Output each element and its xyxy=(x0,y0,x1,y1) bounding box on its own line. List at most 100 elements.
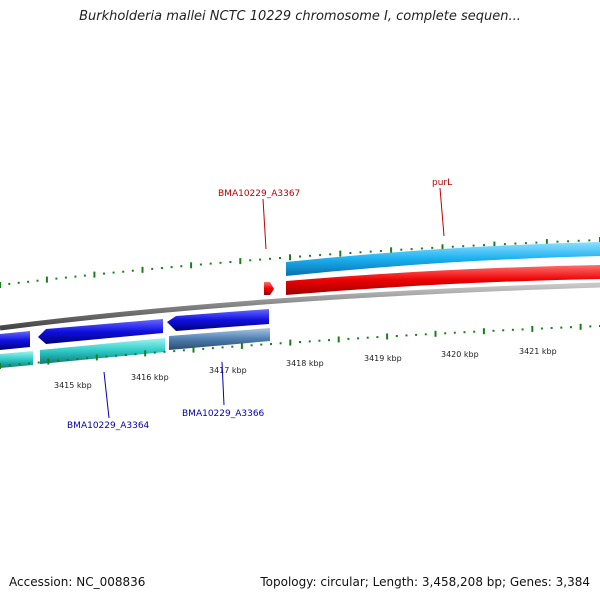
lower-tick-mark xyxy=(308,340,311,343)
lower-tick-mark xyxy=(28,362,30,365)
upper-tick-mark xyxy=(339,250,342,257)
reverse-gene-feature-2[interactable] xyxy=(40,338,165,364)
gene-label-a3364[interactable]: BMA10229_A3364 xyxy=(67,421,150,431)
lower-tick-mark xyxy=(502,329,505,332)
lower-tick-mark xyxy=(492,329,495,332)
scale-label: 3419 kbp xyxy=(364,354,402,363)
lower-tick-mark xyxy=(540,327,543,330)
scale-label: 3417 kbp xyxy=(209,366,247,375)
upper-tick-mark xyxy=(524,242,527,245)
reverse-cds-feature-3[interactable] xyxy=(167,309,269,331)
lower-tick-mark xyxy=(318,339,321,342)
upper-tick-mark xyxy=(93,271,96,278)
upper-tick-mark xyxy=(122,270,125,273)
reverse-cds-feature-1[interactable] xyxy=(0,331,30,350)
upper-tick-mark xyxy=(64,276,67,279)
a3367-feature-arrow[interactable] xyxy=(264,282,274,295)
lower-tick-mark xyxy=(299,341,301,343)
lower-tick-mark xyxy=(124,354,127,356)
scale-label: 3416 kbp xyxy=(131,373,169,382)
upper-tick-mark xyxy=(103,272,105,275)
upper-tick-mark xyxy=(170,266,173,269)
upper-tick-mark xyxy=(249,259,252,262)
upper-tick-mark xyxy=(279,257,281,259)
lower-tick-mark xyxy=(250,344,253,347)
forward-cds-feature[interactable] xyxy=(286,242,600,276)
reverse-gene-feature-3[interactable] xyxy=(169,328,270,350)
upper-tick-mark xyxy=(55,277,58,280)
lower-tick-mark xyxy=(531,325,534,332)
lower-tick-mark xyxy=(260,343,263,346)
lower-tick-mark xyxy=(463,331,466,334)
upper-tick-mark xyxy=(349,252,352,254)
purl-label-leader xyxy=(439,187,445,237)
upper-tick-mark xyxy=(180,265,183,268)
upper-tick-mark xyxy=(462,245,465,248)
lower-tick-mark xyxy=(182,349,185,352)
upper-tick-mark xyxy=(577,239,580,242)
a3364-label-leader xyxy=(103,371,110,419)
reverse-cds-feature-2[interactable] xyxy=(38,319,163,344)
forward-gene-feature[interactable] xyxy=(286,265,600,295)
lower-tick-mark xyxy=(115,354,118,357)
lower-tick-mark xyxy=(163,350,166,353)
lower-tick-mark xyxy=(8,364,11,367)
upper-tick-mark xyxy=(209,262,212,265)
lower-tick-ring xyxy=(0,323,600,369)
lower-tick-mark xyxy=(366,336,369,339)
lower-tick-mark xyxy=(270,343,272,345)
lower-tick-mark xyxy=(18,363,21,366)
lower-tick-mark xyxy=(444,332,447,335)
lower-tick-mark xyxy=(279,342,282,345)
reverse-gene-feature-1[interactable] xyxy=(0,351,33,368)
lower-tick-mark xyxy=(473,330,476,333)
lower-tick-mark xyxy=(570,326,572,329)
lower-tick-mark xyxy=(95,354,98,361)
lower-tick-mark xyxy=(579,323,582,330)
upper-tick-mark xyxy=(472,244,475,247)
lower-tick-mark xyxy=(376,336,379,339)
upper-tick-mark xyxy=(219,261,222,264)
a3366-label-leader xyxy=(221,361,225,406)
lower-tick-mark xyxy=(153,351,156,354)
upper-tick-mark xyxy=(190,262,193,269)
lower-tick-mark xyxy=(434,330,437,337)
upper-tick-mark xyxy=(289,254,291,261)
scale-label: 3415 kbp xyxy=(54,381,92,390)
upper-tick-mark xyxy=(17,281,20,284)
lower-tick-mark xyxy=(47,358,50,365)
upper-tick-mark xyxy=(451,245,454,248)
gene-label-a3366[interactable]: BMA10229_A3366 xyxy=(182,409,265,419)
lower-tick-mark xyxy=(37,361,40,364)
upper-tick-mark xyxy=(229,261,232,263)
upper-tick-mark xyxy=(299,255,301,258)
lower-tick-mark xyxy=(0,363,1,369)
lower-tick-mark xyxy=(386,333,389,340)
gene-label-purl[interactable]: purL xyxy=(432,178,452,188)
upper-tick-mark xyxy=(239,258,242,265)
upper-tick-mark xyxy=(567,240,570,243)
upper-tick-mark xyxy=(390,247,393,254)
gene-label-a3367[interactable]: BMA10229_A3367 xyxy=(218,189,300,199)
lower-tick-mark xyxy=(202,347,205,350)
lower-tick-mark xyxy=(105,355,108,358)
upper-tick-mark xyxy=(369,250,372,253)
upper-tick-mark xyxy=(8,282,11,285)
upper-tick-mark xyxy=(493,241,496,248)
upper-tick-mark xyxy=(441,244,444,251)
scale-labels: 3415 kbp 3416 kbp 3417 kbp 3418 kbp 3419… xyxy=(54,347,557,390)
upper-tick-mark xyxy=(400,248,403,251)
lower-tick-mark xyxy=(405,334,408,337)
upper-tick-mark xyxy=(410,248,413,251)
upper-tick-mark xyxy=(588,239,591,242)
lower-tick-mark xyxy=(328,339,330,342)
lower-tick-mark xyxy=(395,335,398,337)
upper-tick-mark xyxy=(83,274,86,277)
scale-label: 3420 kbp xyxy=(441,350,479,359)
upper-tick-mark xyxy=(131,269,134,272)
upper-tick-mark xyxy=(545,239,548,246)
upper-tick-mark xyxy=(74,275,77,278)
upper-tick-mark xyxy=(45,276,48,283)
lower-tick-mark xyxy=(550,327,553,329)
